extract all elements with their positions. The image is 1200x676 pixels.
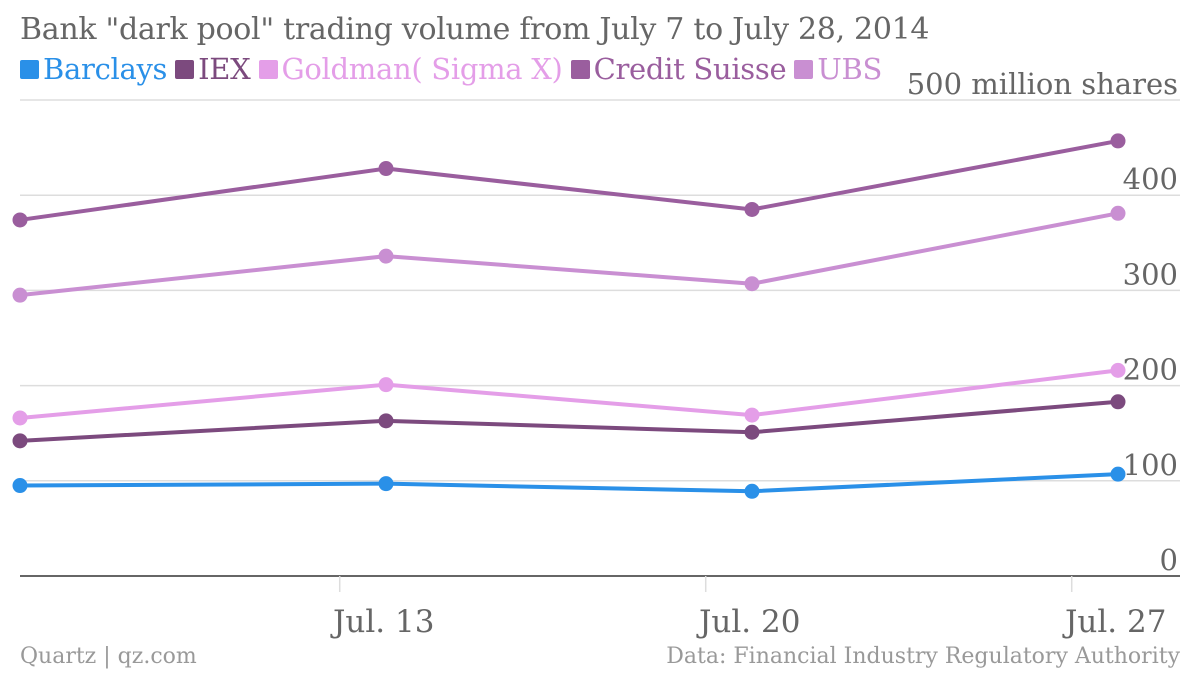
axis-labels: 0 100 200 300 400 500 million shares Jul. 13 Ju… [330,67,1178,640]
legend-swatch [794,59,814,79]
data-point [1110,394,1126,410]
data-point [1110,466,1126,482]
data-point [378,413,394,429]
y-tick-label-400: 400 [1123,162,1178,196]
data-point [12,287,28,303]
legend-swatch [258,59,278,79]
y-tick-label-200: 200 [1123,353,1178,387]
series-line-iex [19,399,1119,443]
legend-item: IEX [175,52,251,86]
chart-title: Bank "dark pool" trading volume from Jul… [20,12,930,47]
y-axis-label: 500 million shares [907,67,1178,101]
x-tick-label: Jul. 27 [1062,604,1166,640]
data-point [378,476,394,492]
axes [20,575,1180,592]
data-point [1110,362,1126,378]
y-tick-label-100: 100 [1123,448,1178,482]
legend-swatch [570,59,590,79]
data-point [744,483,760,499]
series-line-barclays [19,472,1119,494]
legend-item: UBS [794,52,882,86]
data-point [378,161,394,177]
legend-label: Credit Suisse [593,52,787,86]
legend-label: Barclays [43,52,168,86]
series-lines [12,133,1126,499]
y-tick-label-300: 300 [1123,257,1178,291]
legend-label: Goldman( Sigma X) [281,52,563,86]
footer-data-source: Data: Financial Industry Regulatory Auth… [666,644,1180,669]
x-tick-label: Jul. 13 [330,604,434,640]
grid-lines [20,99,1180,482]
data-point [744,424,760,440]
x-tick-label: Jul. 20 [696,604,800,640]
legend-item: Goldman( Sigma X) [258,52,563,86]
legend: Barclays IEX Goldman( Sigma X) Credit Suiss… [20,52,882,86]
legend-item: Credit Suisse [570,52,787,86]
data-point [378,377,394,393]
series-line-goldman-sigma-x- [19,368,1119,420]
legend-label: UBS [817,52,883,86]
data-point [12,212,28,228]
data-point [1110,133,1126,149]
data-point [12,478,28,494]
legend-swatch [175,59,195,79]
data-point [12,410,28,426]
data-point [744,201,760,217]
legend-swatch [20,59,39,79]
data-point [744,276,760,292]
footer-credit: Quartz | qz.com [20,644,197,669]
y-tick-label-0: 0 [1160,543,1178,577]
legend-label: IEX [198,52,251,86]
legend-item: Barclays [20,52,167,86]
series-line-credit-suisse [19,138,1119,222]
data-point [744,407,760,423]
data-point [1110,205,1126,221]
data-point [12,433,28,449]
data-point [378,248,394,264]
series-line-ubs [19,211,1119,298]
